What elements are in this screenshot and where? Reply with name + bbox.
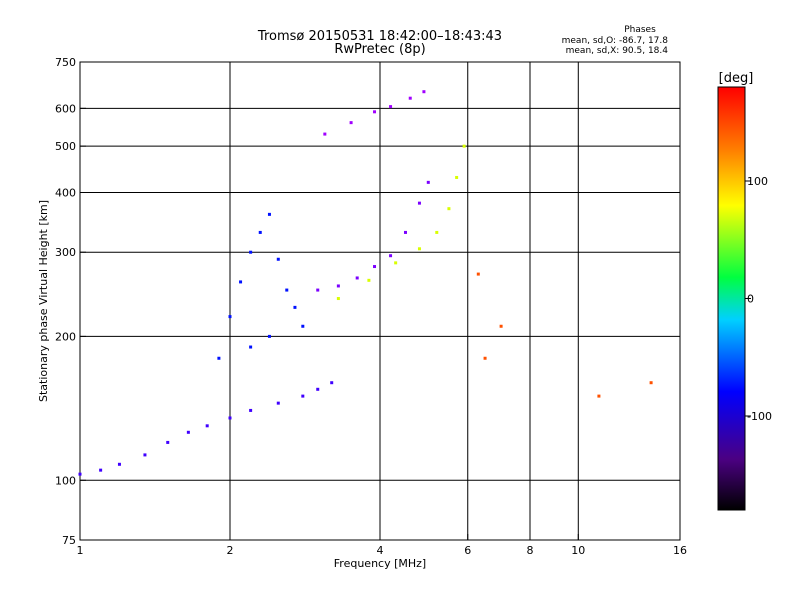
y-tick-label: 200 (55, 330, 76, 343)
axis-ticks: 1 2 4 6 8 10 16 75 100 200 300 400 500 600 750 (55, 56, 687, 557)
data-point (426, 180, 430, 184)
y-tick-label: 75 (62, 534, 76, 547)
x-tick-label: 6 (464, 544, 471, 557)
x-tick-label: 10 (571, 544, 585, 557)
data-point (367, 278, 371, 282)
data-point (462, 144, 466, 148)
chart-subtitle: RwPretec (8p) (334, 42, 425, 57)
data-point (258, 230, 262, 234)
stats-heading: Phases (624, 25, 656, 35)
colorbar-tick-label: 100 (747, 175, 768, 188)
data-point (355, 276, 359, 280)
data-point (336, 284, 340, 288)
x-tick-label: 2 (227, 544, 234, 557)
data-point (276, 401, 280, 405)
data-point (408, 96, 412, 100)
data-point (373, 110, 377, 114)
x-tick-label: 16 (673, 544, 687, 557)
data-point (316, 288, 320, 292)
data-point (336, 297, 340, 301)
x-tick-label: 4 (377, 544, 384, 557)
y-axis-label: Stationary phase Virtual Height [km] (37, 200, 50, 402)
data-point (205, 424, 209, 428)
data-point (422, 90, 426, 94)
colorbar-label: [deg] (719, 71, 754, 86)
chart-title: Tromsø 20150531 18:42:00–18:43:43 (257, 29, 502, 44)
data-point (249, 408, 253, 412)
data-point (143, 453, 147, 457)
data-point (316, 387, 320, 391)
data-point (455, 175, 459, 179)
stats-x-mode: mean, sd,X: 90.5, 18.4 (566, 46, 669, 56)
data-point (186, 430, 190, 434)
colorbar-ticks: 100 0 -100 (745, 175, 772, 423)
data-point (403, 230, 407, 234)
data-point (249, 250, 253, 254)
data-point (389, 254, 393, 258)
data-point (417, 247, 421, 251)
data-point (99, 468, 103, 472)
data-point (649, 381, 653, 385)
data-point (499, 324, 503, 328)
grid-lines (80, 62, 680, 540)
data-point (435, 230, 439, 234)
data-point (249, 345, 253, 349)
y-tick-label: 100 (55, 474, 76, 487)
data-point (301, 324, 305, 328)
data-point (330, 381, 334, 385)
y-tick-label: 500 (55, 140, 76, 153)
data-point (239, 280, 243, 284)
data-point (166, 440, 170, 444)
x-tick-label: 8 (527, 544, 534, 557)
colorbar-tick-label: -100 (747, 410, 772, 423)
colorbar (717, 86, 746, 511)
data-point (228, 416, 232, 420)
data-point (483, 356, 487, 360)
data-point (349, 121, 353, 125)
data-point (217, 356, 221, 360)
data-point (389, 105, 393, 109)
data-point (447, 207, 451, 211)
data-point (373, 265, 377, 269)
data-point (117, 462, 121, 466)
data-point (301, 394, 305, 398)
data-point (285, 288, 289, 292)
data-point (394, 261, 398, 265)
x-axis-label: Frequency [MHz] (334, 557, 426, 570)
data-point (476, 272, 480, 276)
y-tick-label: 750 (55, 56, 76, 69)
x-tick-label: 1 (77, 544, 84, 557)
data-point (417, 201, 421, 205)
data-point (267, 212, 271, 216)
stats-o-mode: mean, sd,O: -86.7, 17.8 (562, 36, 669, 46)
data-point (597, 394, 601, 398)
y-tick-label: 400 (55, 186, 76, 199)
data-point (228, 315, 232, 319)
data-point (276, 257, 280, 261)
y-tick-label: 300 (55, 246, 76, 259)
data-point (293, 305, 297, 309)
y-tick-label: 600 (55, 102, 76, 115)
data-point (78, 472, 82, 476)
data-point (323, 132, 327, 136)
data-points (78, 90, 653, 476)
data-point (267, 334, 271, 338)
colorbar-tick-label: 0 (747, 293, 754, 306)
